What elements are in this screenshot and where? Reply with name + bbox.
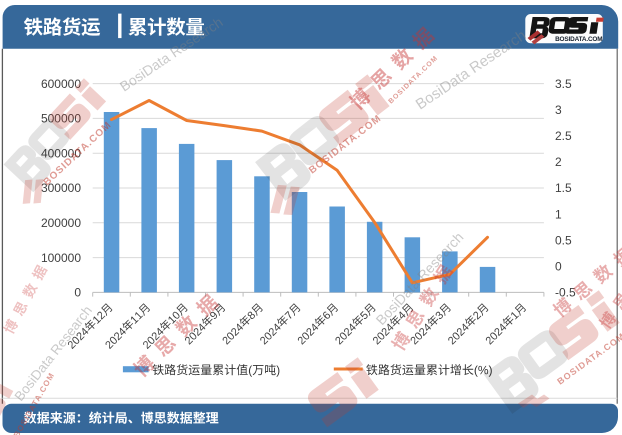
svg-text:BOSIDATA.COM: BOSIDATA.COM (555, 36, 602, 43)
svg-text:2: 2 (555, 155, 562, 169)
svg-text:-0.5: -0.5 (555, 286, 576, 300)
svg-text:0: 0 (74, 286, 81, 300)
svg-text:0.5: 0.5 (555, 233, 572, 247)
svg-text:400000: 400000 (41, 146, 81, 160)
svg-text:500000: 500000 (41, 112, 81, 126)
svg-text:0: 0 (555, 260, 562, 274)
svg-text:300000: 300000 (41, 181, 81, 195)
svg-text:2.5: 2.5 (555, 129, 572, 143)
svg-text:3: 3 (555, 103, 562, 117)
svg-text:1: 1 (555, 207, 562, 221)
svg-text:3.5: 3.5 (555, 77, 572, 91)
svg-text:200000: 200000 (41, 216, 81, 230)
svg-text:600000: 600000 (41, 77, 81, 91)
svg-text:BosiData Research: BosiData Research (12, 303, 95, 404)
svg-text:100000: 100000 (41, 251, 81, 265)
svg-text:1.5: 1.5 (555, 181, 572, 195)
